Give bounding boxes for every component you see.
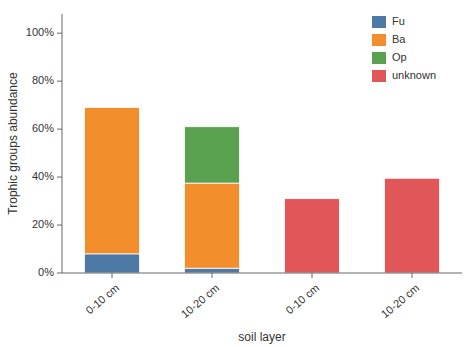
legend-swatch	[372, 16, 386, 28]
bar-segment	[385, 178, 440, 273]
x-axis-line	[62, 273, 462, 274]
legend-label: Ba	[392, 33, 406, 45]
y-tick	[57, 273, 62, 274]
x-axis-label: soil layer	[238, 330, 285, 344]
y-tick-label: 20%	[32, 218, 54, 230]
y-tick-label: 100%	[26, 26, 54, 38]
x-tick	[212, 273, 213, 278]
legend-label: Op	[392, 51, 407, 63]
bar-segment	[285, 199, 340, 273]
y-tick	[57, 81, 62, 82]
legend-label: unknown	[392, 69, 436, 81]
y-axis-label: Trophic groups abundance	[6, 72, 20, 215]
y-tick-label: 60%	[32, 122, 54, 134]
x-tick	[412, 273, 413, 278]
y-tick	[57, 129, 62, 130]
bar-segment	[185, 183, 240, 268]
bar-segment	[85, 107, 140, 108]
legend-swatch	[372, 52, 386, 64]
y-axis-line	[62, 14, 63, 273]
legend-swatch	[372, 70, 386, 82]
x-tick-label: 10-20 cm	[179, 281, 222, 320]
bar-segment	[185, 127, 240, 183]
x-tick-label: 0-10 cm	[283, 281, 321, 316]
legend-label: Fu	[392, 15, 405, 27]
y-tick	[57, 177, 62, 178]
y-tick-label: 40%	[32, 170, 54, 182]
bars	[85, 108, 440, 273]
y-tick-label: 80%	[32, 74, 54, 86]
y-tick	[57, 33, 62, 34]
x-tick-label: 10-20 cm	[379, 281, 422, 320]
bar-segment	[85, 107, 140, 108]
x-tick	[312, 273, 313, 278]
y-tick-label: 0%	[38, 266, 54, 278]
legend-swatch	[372, 34, 386, 46]
bar-segment	[85, 108, 140, 254]
x-tick	[112, 273, 113, 278]
bar-segment	[185, 126, 240, 127]
y-tick	[57, 225, 62, 226]
chart-svg: 0% 20% 40% 60% 80% 100% 0-10 cm 10-20 cm 0-10 cm…	[0, 0, 474, 347]
bar-segment	[85, 254, 140, 273]
x-tick-label: 0-10 cm	[83, 281, 121, 316]
chart-container: 0% 20% 40% 60% 80% 100% 0-10 cm 10-20 cm 0-10 cm…	[0, 0, 474, 347]
bar-segment	[185, 268, 240, 273]
legend: Fu Ba Op unknown	[372, 15, 436, 82]
